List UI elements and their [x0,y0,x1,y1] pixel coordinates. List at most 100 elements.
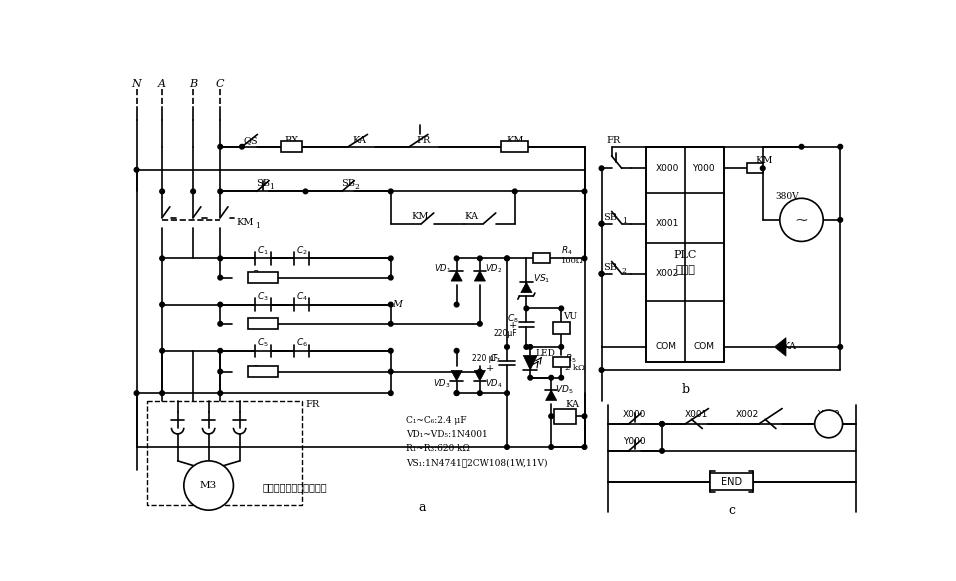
Text: 380V: 380V [775,192,799,201]
Circle shape [512,189,517,193]
Circle shape [524,306,529,311]
Text: KA: KA [465,211,478,221]
Bar [554,408,576,424]
Circle shape [582,414,587,418]
Text: $R_3$: $R_3$ [251,364,263,376]
Circle shape [218,321,223,326]
Circle shape [218,370,223,374]
Circle shape [524,345,529,349]
Text: $R_1$: $R_1$ [251,268,263,281]
Circle shape [837,345,842,349]
Circle shape [218,145,223,149]
Text: KM: KM [755,156,772,165]
Text: END: END [721,476,742,487]
Circle shape [599,221,604,226]
Bar [249,272,277,283]
Circle shape [599,166,604,171]
Text: b: b [682,383,689,396]
Circle shape [388,349,393,353]
Text: Y000: Y000 [623,437,646,446]
Circle shape [505,256,510,261]
Circle shape [218,275,223,280]
Circle shape [218,189,223,193]
Text: FR: FR [306,400,319,409]
Circle shape [599,271,604,276]
Circle shape [218,302,223,307]
Circle shape [388,370,393,374]
Text: $VS_1$: $VS_1$ [532,273,550,285]
Bar [249,366,277,377]
Circle shape [218,391,223,396]
Text: $VD_3$: $VD_3$ [433,378,450,390]
Circle shape [184,461,233,510]
Bar [146,401,302,505]
Text: 220μF: 220μF [493,329,517,338]
Text: $R_2$: $R_2$ [251,316,263,328]
Text: FR: FR [607,136,621,145]
Text: 三相电动机或进口压缩机: 三相电动机或进口压缩机 [263,482,328,492]
Circle shape [478,256,482,261]
Circle shape [478,370,482,374]
Text: VS₁:1N4741或2CW108(1W,11V): VS₁:1N4741或2CW108(1W,11V) [406,458,548,467]
Bar [553,321,570,334]
Polygon shape [474,271,486,281]
Text: $C_1$: $C_1$ [257,245,269,257]
Circle shape [505,345,510,349]
Circle shape [388,321,393,326]
Polygon shape [451,371,462,381]
Bar [748,163,763,173]
Text: $VD_4$: $VD_4$ [486,378,503,390]
Text: FR: FR [416,136,430,145]
Text: 220 μF: 220 μF [471,354,498,363]
Text: VD₁~VD₅:1N4001: VD₁~VD₅:1N4001 [406,430,488,439]
Text: Y000: Y000 [692,164,715,173]
Text: $VD_5$: $VD_5$ [555,383,574,396]
Circle shape [760,166,765,171]
Circle shape [780,198,823,242]
Circle shape [388,189,393,193]
Circle shape [134,391,139,396]
Text: $C_4$: $C_4$ [295,290,308,303]
Text: 1: 1 [621,217,626,225]
Circle shape [660,449,664,453]
Text: 2: 2 [355,183,359,191]
Bar [710,473,753,490]
Circle shape [454,302,459,307]
Text: QS: QS [244,136,258,145]
Text: Y000: Y000 [817,410,840,419]
Text: X000: X000 [623,410,646,419]
Text: $C_2$: $C_2$ [295,245,308,257]
Text: $C_6$: $C_6$ [295,337,308,349]
Circle shape [505,444,510,449]
Circle shape [582,256,587,261]
Text: R₁~R₃:620 kΩ: R₁~R₃:620 kΩ [406,444,470,453]
Bar [553,357,570,367]
Circle shape [559,345,564,349]
Text: COM: COM [694,342,715,352]
Text: 2: 2 [621,267,626,275]
Circle shape [388,302,393,307]
Text: BX: BX [285,136,298,145]
Circle shape [599,221,604,226]
Bar [249,318,277,329]
Text: SB: SB [603,263,617,272]
Text: $C_3$: $C_3$ [257,290,269,303]
Text: SB: SB [256,179,270,188]
Circle shape [528,345,532,349]
Circle shape [218,256,223,261]
Text: 100Ω: 100Ω [561,257,584,265]
Text: SB: SB [603,213,617,222]
Text: +: + [487,364,494,373]
Text: $C_8$: $C_8$ [507,313,518,325]
Text: LED: LED [535,349,555,357]
Polygon shape [774,338,786,356]
Text: $R_5$: $R_5$ [565,352,576,365]
Polygon shape [523,356,537,370]
Bar [533,253,551,263]
Text: SB: SB [341,179,355,188]
Text: X001: X001 [685,410,708,419]
Text: 1: 1 [269,183,273,191]
Text: KM: KM [236,218,253,227]
Polygon shape [521,282,532,293]
Text: X002: X002 [656,269,679,278]
